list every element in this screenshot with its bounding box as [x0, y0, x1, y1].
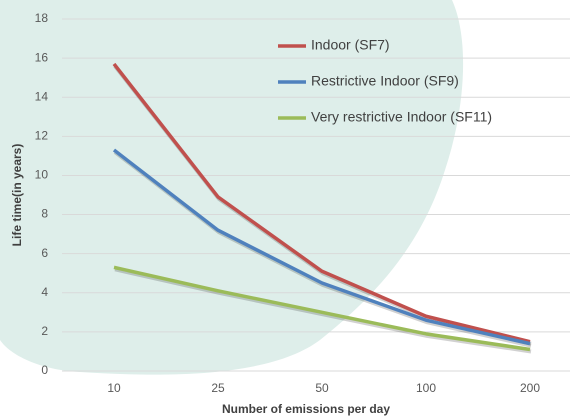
- x-tick-label: 50: [315, 381, 329, 395]
- legend-label: Very restrictive Indoor (SF11): [311, 109, 492, 125]
- y-axis-title: Life time(in years): [10, 144, 24, 247]
- x-tick-label: 100: [416, 381, 436, 395]
- series-line: [112, 148, 531, 346]
- y-tick-label: 18: [35, 11, 49, 25]
- x-tick-label: 200: [520, 381, 540, 395]
- y-tick-label: 14: [35, 89, 49, 103]
- y-tick-label: 4: [41, 285, 48, 299]
- x-tick-label: 25: [211, 381, 225, 395]
- series-line: [112, 62, 531, 344]
- y-tick-label: 12: [35, 129, 49, 143]
- y-tick-label: 16: [35, 50, 49, 64]
- y-tick-label: 6: [41, 246, 48, 260]
- y-tick-label: 0: [41, 363, 48, 377]
- x-axis-title: Number of emissions per day: [222, 402, 390, 416]
- y-tick-label: 8: [41, 207, 48, 221]
- series-line: [113, 265, 531, 352]
- legend-label: Indoor (SF7): [311, 37, 390, 53]
- y-tick-label: 2: [41, 324, 48, 338]
- y-tick-label: 10: [35, 168, 49, 182]
- x-tick-label: 10: [107, 381, 121, 395]
- background-blob: [0, 0, 464, 375]
- legend-label: Restrictive Indoor (SF9): [311, 73, 459, 89]
